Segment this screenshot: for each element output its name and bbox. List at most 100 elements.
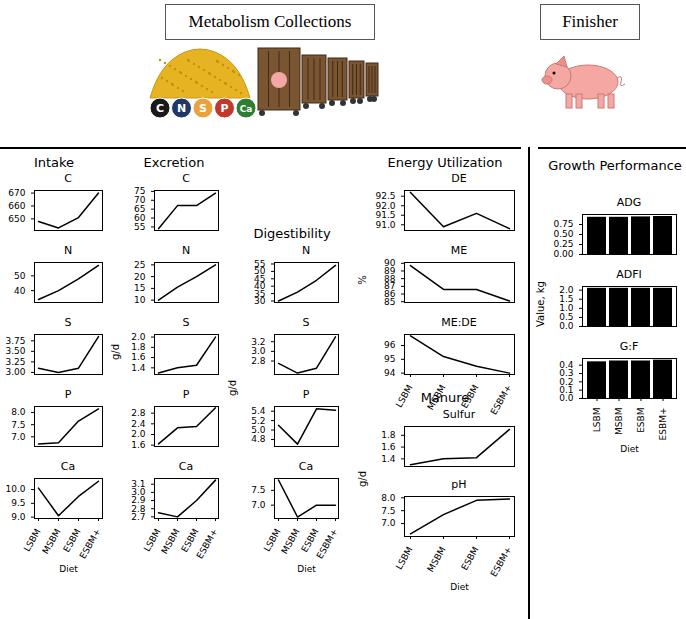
svg-text:Diet: Diet (59, 564, 78, 574)
svg-text:94: 94 (384, 368, 396, 378)
svg-text:MSBM: MSBM (279, 527, 301, 556)
svg-text:LSBM: LSBM (261, 526, 283, 554)
svg-text:2.8: 2.8 (251, 356, 266, 366)
svg-text:0.00: 0.00 (553, 249, 573, 259)
svg-text:LSBM: LSBM (394, 383, 415, 409)
svg-text:91.5: 91.5 (375, 210, 395, 220)
svg-text:65: 65 (134, 204, 145, 214)
svg-text:3.2: 3.2 (251, 337, 265, 347)
svg-text:ESBM+: ESBM+ (315, 527, 340, 560)
svg-text:1.6: 1.6 (381, 442, 396, 452)
svg-text:ESBM+: ESBM+ (489, 545, 514, 578)
svg-text:3.75: 3.75 (5, 336, 25, 346)
svg-text:1.8: 1.8 (131, 342, 146, 352)
svg-text:0.50: 0.50 (553, 229, 573, 239)
svg-text:5.2: 5.2 (251, 415, 265, 425)
svg-text:2.0: 2.0 (131, 429, 146, 439)
svg-text:0.75: 0.75 (553, 219, 573, 229)
svg-text:3.25: 3.25 (5, 357, 25, 367)
svg-text:2.8: 2.8 (131, 408, 146, 418)
svg-text:MSBM: MSBM (159, 527, 181, 556)
svg-text:5.4: 5.4 (251, 406, 266, 416)
svg-text:1.6: 1.6 (131, 440, 146, 450)
svg-text:90: 90 (384, 258, 396, 268)
svg-text:Diet: Diet (450, 582, 469, 592)
svg-text:670: 670 (8, 188, 25, 198)
svg-text:ESBM+: ESBM+ (489, 383, 514, 416)
svg-text:8.0: 8.0 (381, 493, 396, 503)
svg-text:7.5: 7.5 (251, 485, 265, 495)
svg-text:7.0: 7.0 (381, 518, 396, 528)
svg-text:MSBM: MSBM (425, 545, 447, 574)
svg-text:7.0: 7.0 (11, 432, 26, 442)
svg-text:0.4: 0.4 (559, 360, 574, 370)
svg-text:9.0: 9.0 (11, 512, 26, 522)
svg-text:LSBM: LSBM (592, 408, 602, 433)
svg-text:96: 96 (384, 340, 396, 350)
svg-text:1.4: 1.4 (131, 363, 146, 373)
svg-text:LSBM: LSBM (22, 527, 43, 553)
svg-text:Diet: Diet (297, 564, 316, 574)
svg-text:70: 70 (134, 195, 146, 205)
svg-text:1.8: 1.8 (381, 430, 396, 440)
svg-text:8.0: 8.0 (11, 407, 26, 417)
svg-text:Ca: Ca (240, 104, 253, 114)
svg-text:1.5: 1.5 (559, 294, 573, 304)
svg-text:MSBM: MSBM (614, 408, 624, 435)
svg-text:LSBM: LSBM (141, 526, 163, 554)
svg-text:0.5: 0.5 (559, 312, 573, 322)
svg-text:MSBM: MSBM (425, 382, 448, 412)
svg-text:55: 55 (254, 259, 265, 269)
svg-text:3.0: 3.0 (251, 346, 266, 356)
svg-text:4.8: 4.8 (251, 434, 266, 444)
svg-text:10.0: 10.0 (5, 484, 25, 494)
svg-text:91.0: 91.0 (375, 220, 395, 230)
svg-text:ESBM: ESBM (179, 526, 201, 554)
svg-text:3.1: 3.1 (131, 479, 145, 489)
svg-text:C: C (156, 102, 164, 115)
svg-text:0.25: 0.25 (553, 239, 573, 249)
svg-text:ESBM+: ESBM+ (658, 408, 668, 441)
svg-text:3.50: 3.50 (5, 346, 25, 356)
svg-text:15: 15 (134, 283, 145, 293)
svg-text:7.0: 7.0 (251, 500, 266, 510)
svg-text:660: 660 (8, 201, 25, 211)
svg-text:60: 60 (134, 213, 146, 223)
svg-text:1.0: 1.0 (559, 303, 574, 313)
svg-text:ESBM: ESBM (636, 408, 646, 433)
svg-text:1.4: 1.4 (381, 454, 396, 464)
svg-text:ESBM: ESBM (459, 382, 481, 410)
svg-text:ESBM+: ESBM+ (195, 527, 220, 560)
svg-text:20: 20 (134, 271, 146, 281)
svg-text:0.0: 0.0 (559, 321, 574, 331)
svg-text:95: 95 (384, 354, 395, 364)
svg-text:650: 650 (8, 214, 25, 224)
svg-text:P: P (220, 102, 228, 115)
svg-text:10: 10 (134, 295, 146, 305)
svg-text:2.4: 2.4 (131, 419, 146, 429)
svg-text:ESBM+: ESBM+ (78, 527, 103, 560)
svg-text:3.00: 3.00 (5, 367, 25, 377)
svg-text:MSBM: MSBM (40, 527, 62, 556)
svg-text:S: S (199, 102, 207, 115)
svg-text:55: 55 (134, 222, 145, 232)
svg-text:ESBM: ESBM (459, 545, 480, 572)
svg-text:9.5: 9.5 (11, 498, 25, 508)
svg-text:92.5: 92.5 (375, 191, 395, 201)
svg-text:LSBM: LSBM (394, 545, 415, 571)
svg-text:2.0: 2.0 (559, 285, 574, 295)
svg-text:7.5: 7.5 (11, 420, 25, 430)
svg-text:75: 75 (134, 186, 145, 196)
svg-text:ESBM: ESBM (299, 526, 321, 554)
svg-text:2.0: 2.0 (131, 332, 146, 342)
svg-text:7.5: 7.5 (381, 506, 395, 516)
svg-text:25: 25 (134, 260, 145, 270)
svg-text:92.0: 92.0 (375, 201, 395, 211)
svg-text:Diet: Diet (620, 444, 639, 454)
svg-text:N: N (177, 102, 186, 115)
svg-text:1.6: 1.6 (131, 352, 146, 362)
svg-text:40: 40 (14, 286, 26, 296)
svg-text:ESBM: ESBM (61, 527, 82, 554)
svg-text:5.0: 5.0 (251, 425, 266, 435)
svg-text:50: 50 (14, 271, 26, 281)
